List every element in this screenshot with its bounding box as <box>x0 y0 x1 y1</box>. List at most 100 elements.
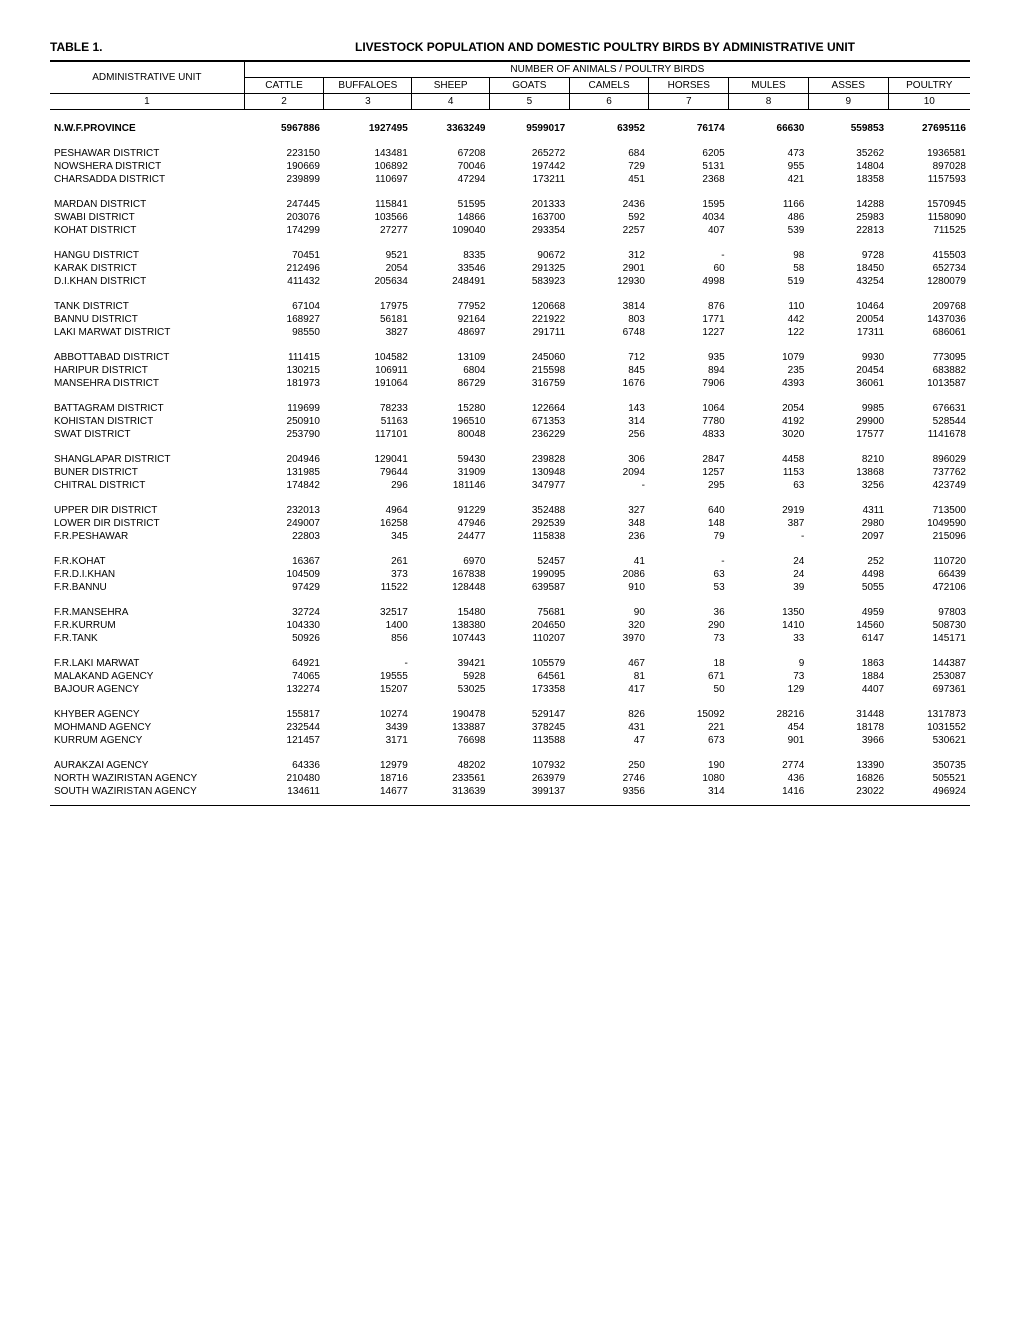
value-cell: 36 <box>649 606 729 619</box>
spacer-row <box>50 237 970 249</box>
table-row: MOHMAND AGENCY23254434391338873782454312… <box>50 721 970 734</box>
table-row: UPPER DIR DISTRICT2320134964912293524883… <box>50 504 970 517</box>
value-cell: 1280079 <box>888 275 970 288</box>
value-cell: 16367 <box>244 555 324 568</box>
table-row: SHANGLAPAR DISTRICT204946129041594302398… <box>50 453 970 466</box>
value-cell: 803 <box>569 313 649 326</box>
value-cell: 196510 <box>412 415 490 428</box>
value-cell: 4311 <box>808 504 888 517</box>
table-row: NORTH WAZIRISTAN AGENCY21048018716233561… <box>50 772 970 785</box>
value-cell: 529147 <box>489 708 569 721</box>
table-row: BANNU DISTRICT16892756181921642219228031… <box>50 313 970 326</box>
value-cell: 467 <box>569 657 649 670</box>
value-cell: 79 <box>649 530 729 543</box>
value-cell: 2980 <box>808 517 888 530</box>
value-cell: 51595 <box>412 198 490 211</box>
value-cell: 76698 <box>412 734 490 747</box>
value-cell: 190 <box>649 759 729 772</box>
table-row: HARIPUR DISTRICT130215106911680421559884… <box>50 364 970 377</box>
table-row: D.I.KHAN DISTRICT41143220563424849158392… <box>50 275 970 288</box>
table-row: LAKI MARWAT DISTRICT98550382748697291711… <box>50 326 970 339</box>
value-cell: 138380 <box>412 619 490 632</box>
value-cell: 132274 <box>244 683 324 696</box>
admin-unit-cell: LAKI MARWAT DISTRICT <box>50 326 244 339</box>
value-cell: 3439 <box>324 721 412 734</box>
value-cell: 80048 <box>412 428 490 441</box>
table-row: BATTAGRAM DISTRICT1196997823315280122664… <box>50 402 970 415</box>
value-cell: 12930 <box>569 275 649 288</box>
value-cell: 12979 <box>324 759 412 772</box>
value-cell: 345 <box>324 530 412 543</box>
value-cell: 122 <box>729 326 809 339</box>
admin-unit-cell: AURAKZAI AGENCY <box>50 759 244 772</box>
value-cell: 1884 <box>808 670 888 683</box>
value-cell: 935 <box>649 351 729 364</box>
value-cell: 291325 <box>489 262 569 275</box>
value-cell: 14288 <box>808 198 888 211</box>
value-cell: 5055 <box>808 581 888 594</box>
admin-unit-cell: NOWSHERA DISTRICT <box>50 160 244 173</box>
value-cell: 5967886 <box>244 122 324 135</box>
table-row: F.R.LAKI MARWAT64921-3942110557946718918… <box>50 657 970 670</box>
value-cell: 28216 <box>729 708 809 721</box>
table-row: KHYBER AGENCY155817102741904785291478261… <box>50 708 970 721</box>
table-row: KURRUM AGENCY121457317176698113588476739… <box>50 734 970 747</box>
value-cell: 90 <box>569 606 649 619</box>
value-cell: 530621 <box>888 734 970 747</box>
table-row: KOHISTAN DISTRICT25091051163196510671353… <box>50 415 970 428</box>
admin-unit-cell: SWABI DISTRICT <box>50 211 244 224</box>
value-cell: 121457 <box>244 734 324 747</box>
value-cell: 103566 <box>324 211 412 224</box>
value-cell: 6970 <box>412 555 490 568</box>
value-cell: 236 <box>569 530 649 543</box>
value-cell: 1031552 <box>888 721 970 734</box>
value-cell: 13390 <box>808 759 888 772</box>
col-header: SHEEP <box>412 78 490 94</box>
spacer-row <box>50 135 970 147</box>
value-cell: 63952 <box>569 122 649 135</box>
spacer-row <box>50 645 970 657</box>
spacer-row <box>50 747 970 759</box>
admin-unit-cell: ABBOTTABAD DISTRICT <box>50 351 244 364</box>
value-cell: 14560 <box>808 619 888 632</box>
value-cell: 421 <box>729 173 809 186</box>
value-cell: 897028 <box>888 160 970 173</box>
value-cell: 1927495 <box>324 122 412 135</box>
value-cell: 7906 <box>649 377 729 390</box>
value-cell: 2746 <box>569 772 649 785</box>
value-cell: 163700 <box>489 211 569 224</box>
admin-unit-cell: BUNER DISTRICT <box>50 466 244 479</box>
value-cell: 20454 <box>808 364 888 377</box>
value-cell: 250910 <box>244 415 324 428</box>
col-number: 4 <box>412 94 490 110</box>
value-cell: 73 <box>729 670 809 683</box>
value-cell: 3363249 <box>412 122 490 135</box>
admin-unit-cell: LOWER DIR DISTRICT <box>50 517 244 530</box>
admin-unit-cell: SOUTH WAZIRISTAN AGENCY <box>50 785 244 806</box>
value-cell: 47 <box>569 734 649 747</box>
value-cell: 3966 <box>808 734 888 747</box>
table-row: MALAKAND AGENCY7406519555592864561816717… <box>50 670 970 683</box>
value-cell: 31448 <box>808 708 888 721</box>
value-cell: 173211 <box>489 173 569 186</box>
value-cell: 105579 <box>489 657 569 670</box>
value-cell: 81 <box>569 670 649 683</box>
admin-unit-cell: MARDAN DISTRICT <box>50 198 244 211</box>
value-cell: 713500 <box>888 504 970 517</box>
spacer-row <box>50 390 970 402</box>
value-cell: 20054 <box>808 313 888 326</box>
table-row: SOUTH WAZIRISTAN AGENCY13461114677313639… <box>50 785 970 806</box>
value-cell: 292539 <box>489 517 569 530</box>
value-cell: 1317873 <box>888 708 970 721</box>
spacer-row <box>50 110 970 123</box>
admin-unit-cell: HANGU DISTRICT <box>50 249 244 262</box>
value-cell: 252 <box>808 555 888 568</box>
value-cell: 97429 <box>244 581 324 594</box>
value-cell: 235 <box>729 364 809 377</box>
value-cell: 312 <box>569 249 649 262</box>
value-cell: 64921 <box>244 657 324 670</box>
value-cell: 955 <box>729 160 809 173</box>
col-number: 8 <box>729 94 809 110</box>
value-cell: 53025 <box>412 683 490 696</box>
value-cell: 291711 <box>489 326 569 339</box>
